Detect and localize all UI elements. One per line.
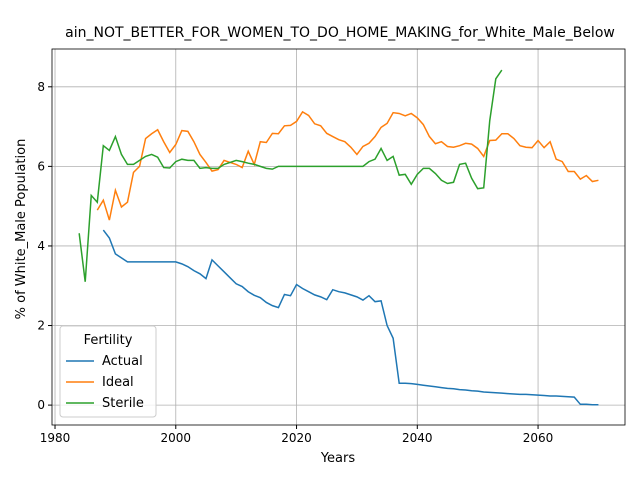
x-tick-label: 2000 <box>161 431 192 445</box>
y-tick-label: 4 <box>37 239 45 253</box>
legend: Fertility Actual Ideal Sterile <box>59 325 157 418</box>
data-line <box>78 69 503 282</box>
x-tick-label: 2040 <box>402 431 433 445</box>
legend-title: Fertility <box>84 333 133 348</box>
y-tick-label: 6 <box>37 159 45 173</box>
y-tick-label: 2 <box>37 319 45 333</box>
y-tick-label: 0 <box>37 398 45 412</box>
legend-label: Ideal <box>102 375 134 390</box>
y-tick-label: 8 <box>37 80 45 94</box>
chart-title: ain_NOT_BETTER_FOR_WOMEN_TO_DO_HOME_MAKI… <box>65 25 615 41</box>
x-tick-label: 1980 <box>40 431 71 445</box>
legend-label: Actual <box>102 354 143 369</box>
y-axis-label: % of White_Male Population <box>14 139 29 320</box>
x-axis-label: Years <box>320 451 356 466</box>
legend-label: Sterile <box>102 396 144 411</box>
legend-box <box>59 325 157 418</box>
data-line <box>96 110 599 221</box>
x-tick-label: 2020 <box>281 431 312 445</box>
x-tick-label: 2060 <box>523 431 554 445</box>
data-line <box>102 229 599 406</box>
plot-frame <box>51 48 626 426</box>
